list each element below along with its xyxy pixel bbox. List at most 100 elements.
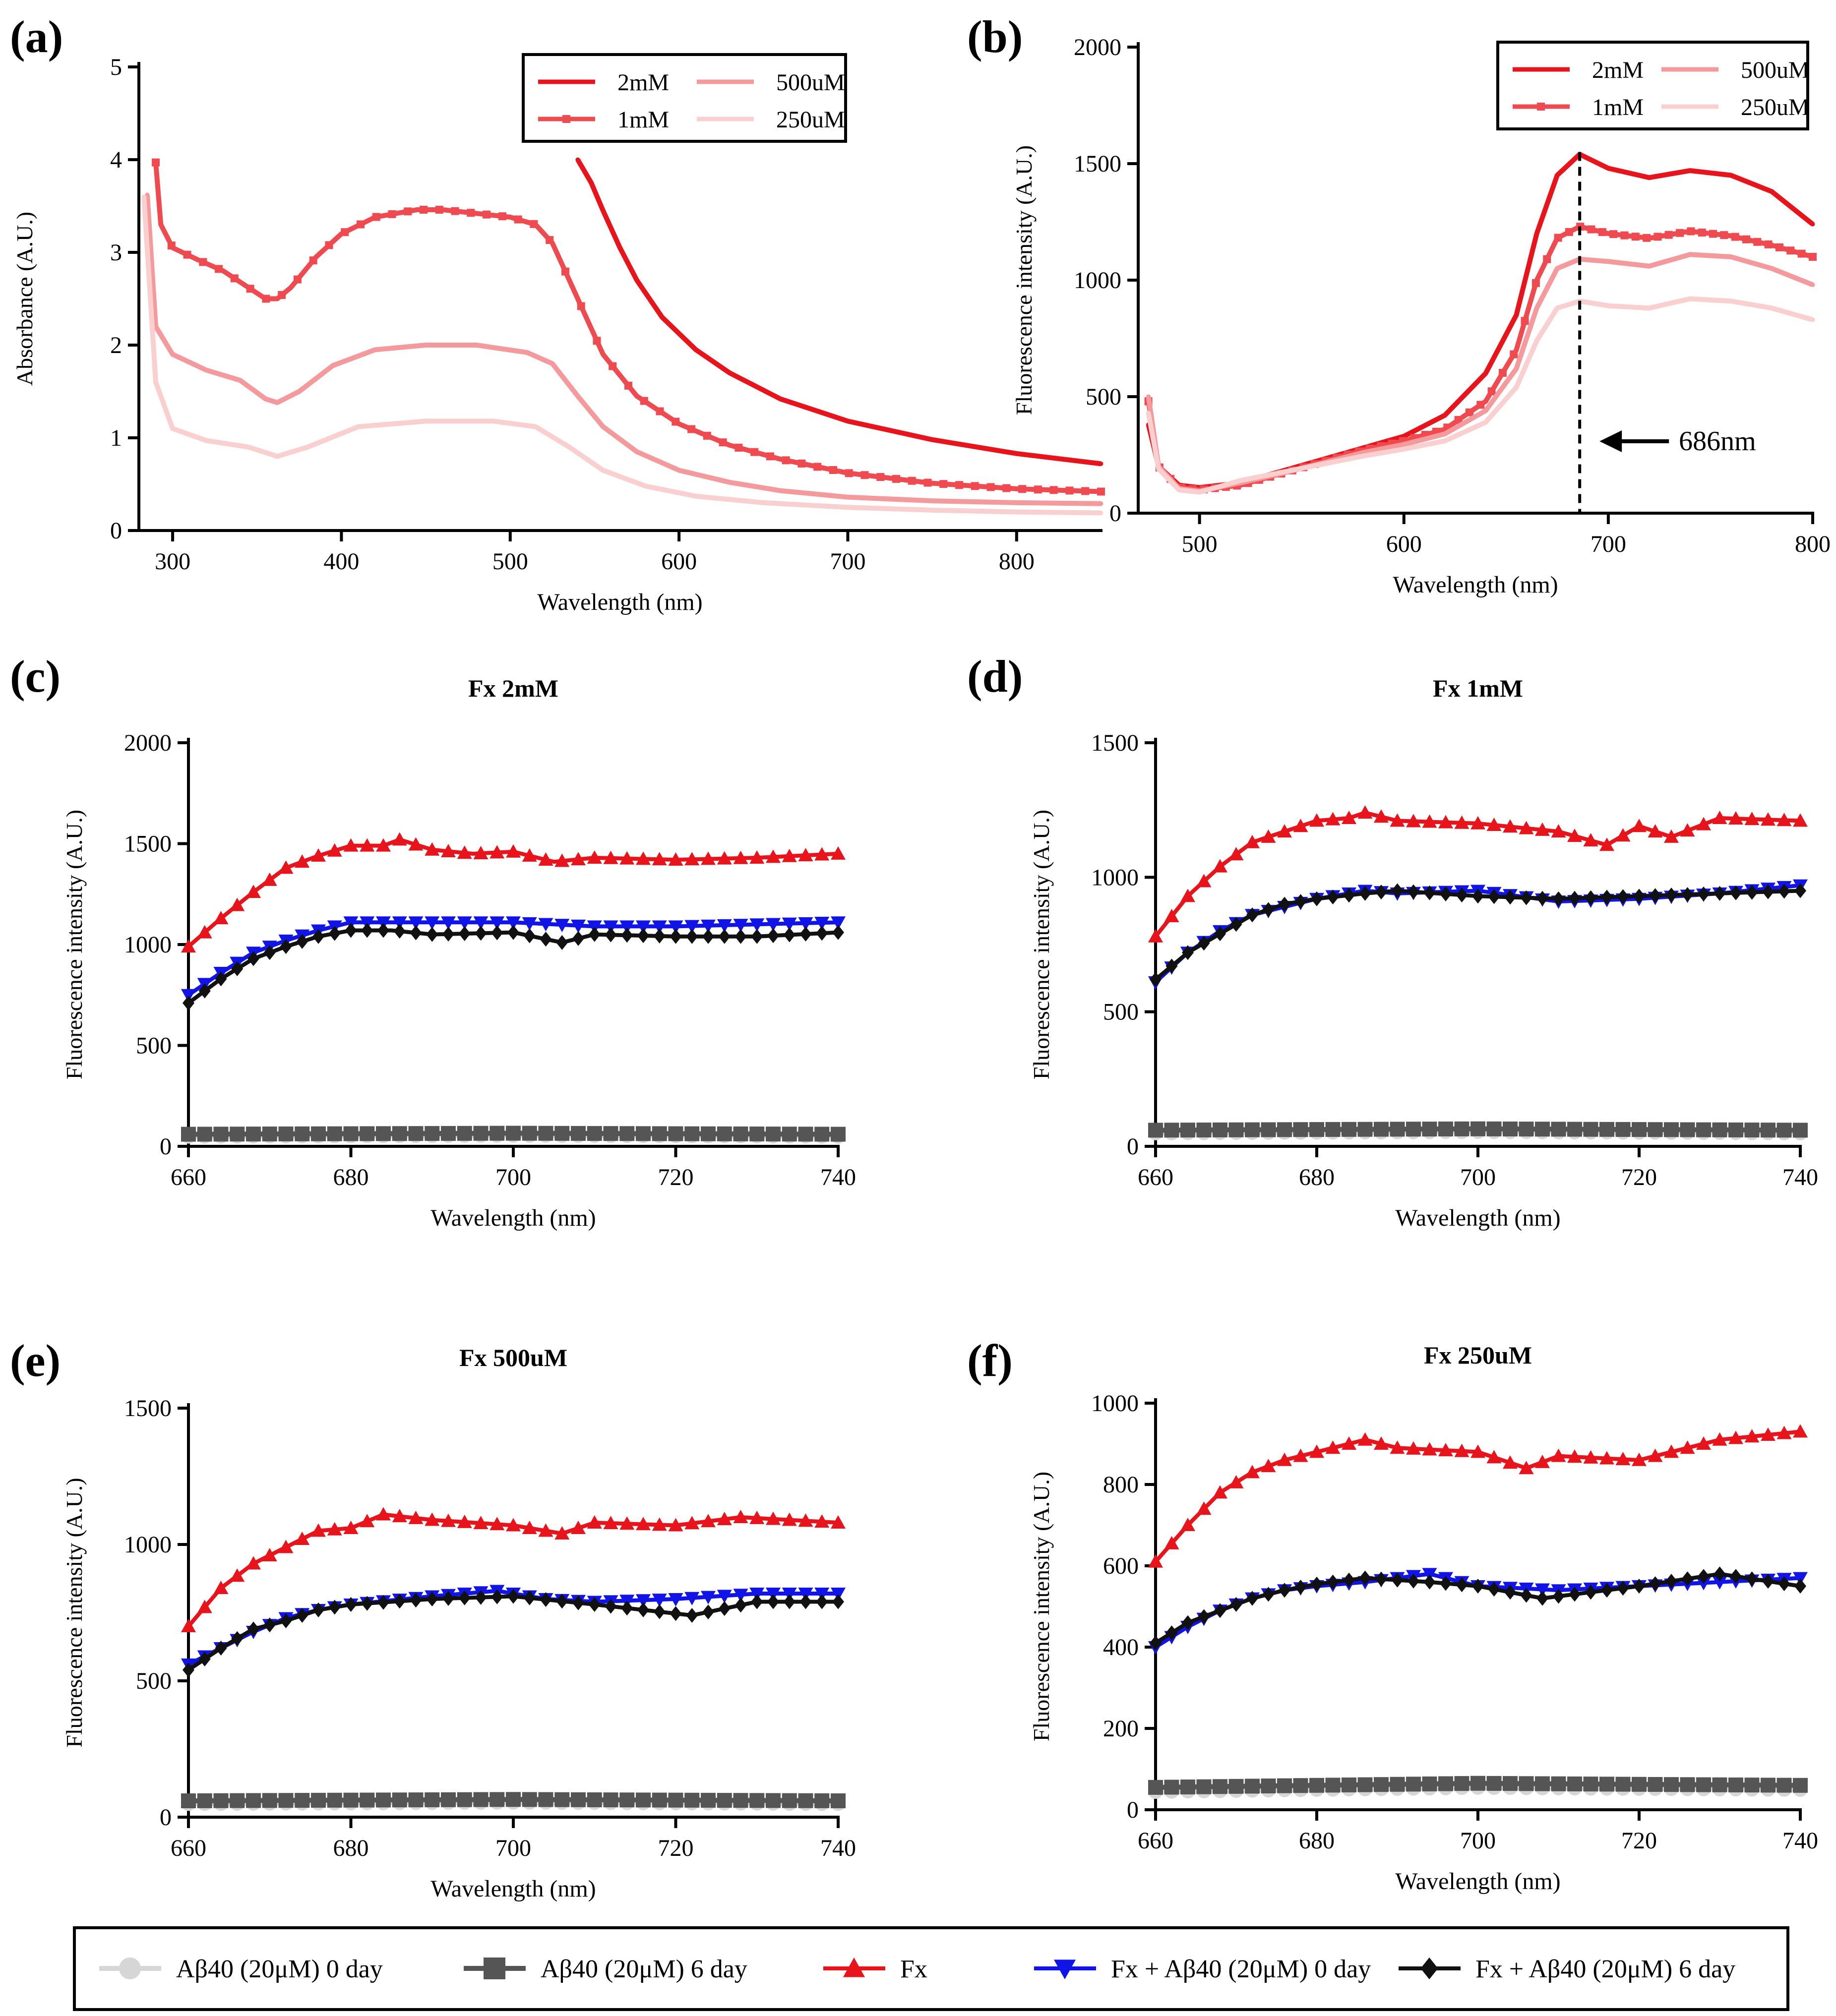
- data-point: [1793, 1778, 1808, 1793]
- data-point: [311, 848, 326, 862]
- data-point: [1680, 1440, 1695, 1454]
- x-tick-label: 680: [333, 1164, 369, 1190]
- data-point: [1664, 1444, 1679, 1458]
- data-point: [490, 1126, 505, 1141]
- data-point: [1390, 1777, 1405, 1792]
- y-tick-label: 1000: [1091, 1390, 1139, 1417]
- data-point: [972, 499, 977, 504]
- data-point: [668, 1126, 683, 1141]
- data-point: [1810, 317, 1815, 322]
- data-point: [475, 1590, 487, 1605]
- panel-label: (d): [967, 651, 1023, 702]
- data-point: [1567, 1449, 1582, 1463]
- x-tick-label: 740: [820, 1835, 856, 1861]
- data-point: [701, 1514, 716, 1528]
- data-point: [1775, 243, 1784, 251]
- y-tick-label: 3: [110, 239, 122, 266]
- data-point: [653, 928, 666, 944]
- data-point: [619, 1516, 635, 1530]
- data-point: [1510, 350, 1518, 358]
- x-tick-label: 700: [495, 1835, 531, 1861]
- data-point: [796, 502, 800, 507]
- data-point: [1733, 299, 1738, 304]
- legend-label: Aβ40 (20μM) 6 day: [541, 1955, 747, 1983]
- data-point: [556, 1594, 568, 1609]
- data-point: [522, 1521, 537, 1534]
- data-point: [554, 919, 570, 933]
- data-point: [1165, 958, 1178, 974]
- data-point: [1687, 227, 1695, 236]
- data-point: [1148, 1779, 1163, 1795]
- series-fx: [181, 1507, 846, 1632]
- data-point: [831, 1793, 846, 1808]
- data-point: [1648, 1777, 1663, 1792]
- data-point: [587, 1515, 602, 1529]
- legend-marker: [119, 1957, 141, 1979]
- data-point: [1535, 1776, 1550, 1791]
- data-point: [1262, 902, 1275, 917]
- data-point: [278, 860, 294, 874]
- data-point: [1196, 1123, 1212, 1138]
- data-point: [783, 927, 796, 943]
- data-point: [1589, 258, 1594, 263]
- data-point: [785, 399, 790, 404]
- data-point: [1051, 510, 1056, 515]
- data-point: [278, 1126, 294, 1141]
- data-point: [571, 852, 586, 866]
- data-point: [1632, 1122, 1647, 1137]
- data-point: [985, 446, 990, 451]
- panel-label: (c): [10, 651, 61, 702]
- data-point: [783, 1594, 796, 1609]
- data-point: [1146, 411, 1151, 415]
- data-point: [349, 427, 354, 432]
- data-point: [1293, 819, 1308, 832]
- data-point: [1391, 1572, 1404, 1588]
- data-point: [554, 1792, 570, 1807]
- data-point: [767, 1594, 779, 1609]
- data-point: [526, 351, 531, 356]
- data-point: [1730, 1569, 1742, 1584]
- data-point: [860, 495, 865, 500]
- data-point: [1799, 213, 1804, 218]
- data-point: [376, 838, 391, 852]
- data-point: [619, 920, 635, 934]
- data-point: [473, 1792, 489, 1807]
- legend-label: 1mM: [617, 107, 669, 133]
- data-point: [1523, 279, 1528, 284]
- data-point: [1500, 339, 1505, 344]
- data-point: [312, 1602, 324, 1617]
- data-point: [670, 929, 682, 944]
- data-point: [457, 916, 472, 930]
- data-point: [278, 1793, 294, 1808]
- data-point: [587, 1792, 602, 1807]
- data-point: [1583, 1777, 1598, 1792]
- data-point: [1290, 468, 1295, 473]
- data-point: [381, 422, 386, 427]
- y-axis-label: Fluorescence intensity (A.U.): [1029, 810, 1054, 1079]
- data-point: [1611, 260, 1616, 265]
- data-point: [256, 391, 261, 396]
- data-point: [1730, 885, 1742, 900]
- data-point: [1778, 884, 1790, 899]
- data-point: [1521, 317, 1529, 325]
- data-point: [1632, 1452, 1647, 1466]
- data-point: [776, 395, 781, 400]
- data-point: [1294, 894, 1307, 909]
- data-point: [367, 349, 372, 354]
- data-point: [844, 494, 849, 499]
- data-point: [1535, 822, 1550, 836]
- data-point: [1648, 1448, 1663, 1462]
- data-point: [311, 1523, 326, 1537]
- data-point: [1434, 440, 1439, 445]
- data-point: [1454, 1121, 1469, 1136]
- data-point: [621, 1601, 633, 1616]
- data-point: [1519, 821, 1534, 834]
- data-point: [1793, 1424, 1808, 1438]
- data-point: [1666, 258, 1671, 263]
- data-point: [653, 1604, 666, 1619]
- data-point: [624, 381, 633, 390]
- data-point: [1438, 1121, 1453, 1136]
- data-point: [719, 438, 727, 447]
- data-point: [701, 1126, 716, 1141]
- data-point: [1696, 1122, 1711, 1137]
